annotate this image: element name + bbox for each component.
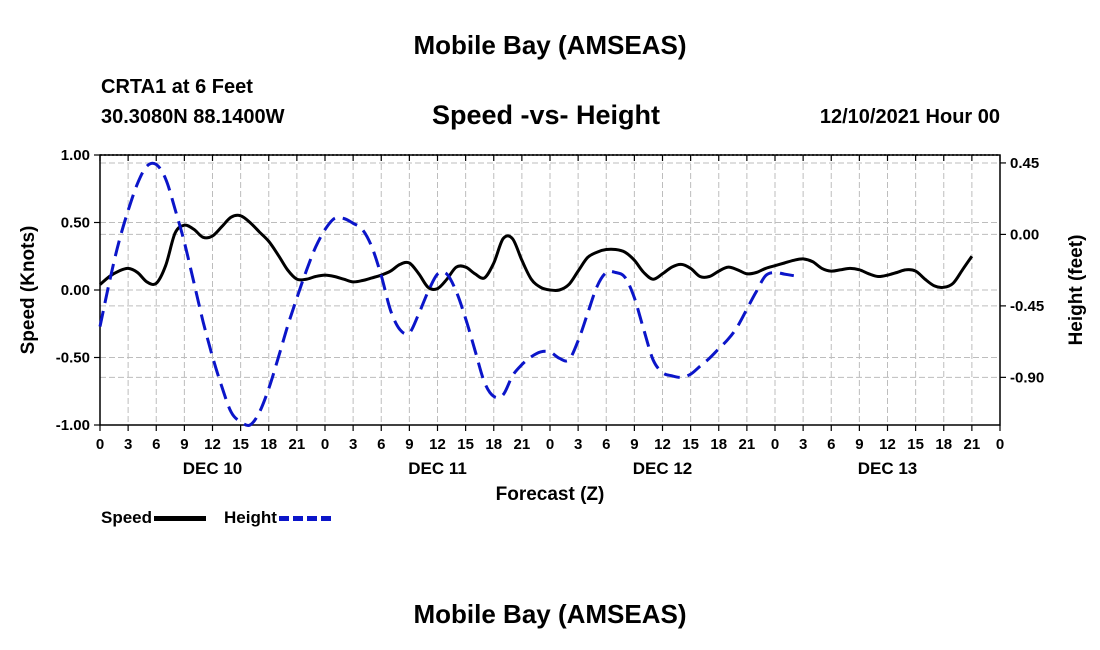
x-tick-label: 18 (485, 436, 502, 453)
x-tick-label: 12 (879, 436, 896, 453)
legend-item-height: Height (224, 508, 331, 528)
run-time: 12/10/2021 Hour 00 (819, 106, 1000, 128)
x-tick-label: 3 (349, 436, 357, 453)
y-tick-label: -0.50 (56, 350, 90, 367)
y2-tick-label: 0.45 (1010, 155, 1039, 172)
y-tick-label: -1.00 (56, 417, 90, 434)
station-coordinates: 30.3080N 88.1400W (101, 106, 285, 128)
y2-axis-title: Height (feet) (1066, 235, 1087, 346)
x-tick-label: 12 (429, 436, 446, 453)
x-tick-label: 3 (574, 436, 582, 453)
x-tick-label: 6 (602, 436, 610, 453)
x-tick-label: 9 (630, 436, 638, 453)
x-day-label: DEC 12 (633, 459, 693, 478)
legend-speed-label: Speed (101, 508, 153, 527)
x-tick-label: 9 (180, 436, 188, 453)
x-tick-label: 6 (152, 436, 160, 453)
legend-height-swatch (278, 515, 331, 521)
x-tick-label: 18 (260, 436, 277, 453)
y-axis-title: Speed (Knots) (18, 226, 39, 355)
legend-speed-swatch (154, 515, 207, 521)
x-day-label: DEC 11 (408, 459, 467, 478)
x-tick-label: 15 (682, 436, 699, 453)
y-tick-label: 0.00 (61, 282, 90, 299)
x-tick-label: 15 (907, 436, 924, 453)
footer-title: Mobile Bay (AMSEAS) (413, 599, 687, 629)
x-tick-label: 21 (739, 436, 756, 453)
x-tick-label: 21 (514, 436, 531, 453)
x-tick-label: 15 (232, 436, 249, 453)
main-title: Mobile Bay (AMSEAS) (413, 30, 687, 60)
x-day-label: DEC 10 (183, 459, 243, 478)
x-tick-label: 0 (771, 436, 779, 453)
x-tick-label: 0 (321, 436, 329, 453)
x-tick-label: 3 (799, 436, 807, 453)
x-tick-label: 21 (289, 436, 306, 453)
x-tick-label: 3 (124, 436, 132, 453)
x-tick-label: 18 (935, 436, 952, 453)
legend-item-speed: Speed (101, 508, 207, 528)
x-tick-label: 12 (654, 436, 671, 453)
station-label: CRTA1 at 6 Feet (101, 76, 253, 98)
x-axis-title: Forecast (Z) (496, 484, 605, 505)
x-tick-label: 12 (204, 436, 221, 453)
x-tick-label: 18 (710, 436, 727, 453)
chart-subtitle: Speed -vs- Height (432, 100, 661, 130)
x-tick-label: 6 (827, 436, 835, 453)
x-tick-label: 9 (405, 436, 413, 453)
legend-height-label: Height (224, 508, 277, 527)
x-day-label: DEC 13 (858, 459, 918, 478)
x-tick-label: 9 (855, 436, 863, 453)
y2-tick-label: -0.90 (1010, 369, 1044, 386)
x-tick-label: 6 (377, 436, 385, 453)
y2-tick-label: 0.00 (1010, 226, 1039, 243)
x-tick-label: 0 (996, 436, 1004, 453)
legend: Speed Height (101, 508, 349, 528)
y2-tick-label: -0.45 (1010, 298, 1044, 315)
x-tick-label: 15 (457, 436, 474, 453)
x-tick-label: 21 (964, 436, 981, 453)
series-speed-line (99, 213, 974, 293)
x-tick-label: 0 (546, 436, 554, 453)
y-tick-label: 1.00 (61, 147, 90, 164)
y-tick-label: 0.50 (61, 215, 90, 232)
x-tick-label: 0 (96, 436, 104, 453)
series-height-line (98, 161, 795, 427)
